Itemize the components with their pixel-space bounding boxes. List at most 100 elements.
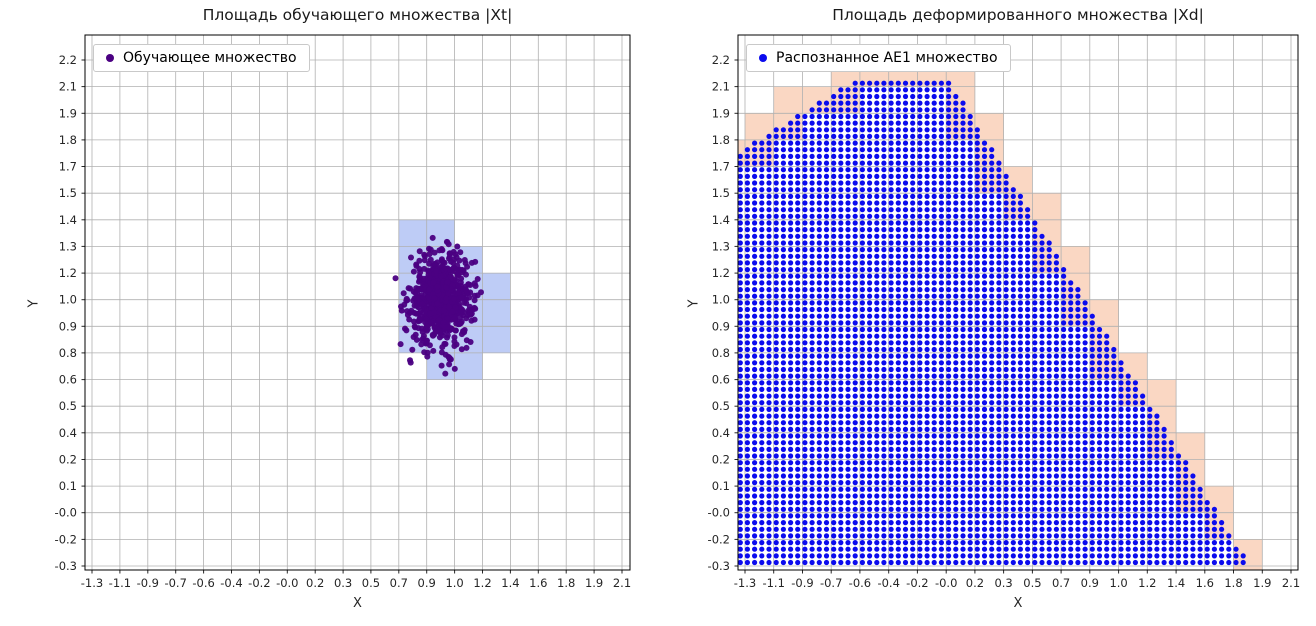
svg-text:0.4: 0.4 [712,426,730,440]
svg-text:0.1: 0.1 [712,479,730,493]
legend-right: Распознанное AE1 множество [746,44,1011,72]
svg-text:0.9: 0.9 [712,319,730,333]
svg-text:-0.6: -0.6 [849,576,871,590]
svg-text:-0.9: -0.9 [137,576,159,590]
svg-text:-1.1: -1.1 [762,576,784,590]
y-axis-label-right: Y [686,299,702,308]
tick-labels: -1.3 2.2 -1.1 2.1 -0.9 1.9 -0.7 1.8 -0.6 1.7 -0.4 1… [708,53,1301,590]
svg-text:0.5: 0.5 [1023,576,1041,590]
svg-text:1.9: 1.9 [59,106,77,120]
svg-text:1.8: 1.8 [557,576,575,590]
svg-text:0.6: 0.6 [59,373,77,387]
svg-text:-0.4: -0.4 [877,576,899,590]
svg-text:-0.0: -0.0 [935,576,957,590]
grid-lines [85,35,630,570]
training-set-plot-canvas: -1.3 2.2 -1.1 2.1 -0.9 1.9 -0.7 1.8 -0.6 1.7 -0.4 1… [55,34,632,590]
svg-text:2.1: 2.1 [1282,576,1300,590]
svg-text:0.5: 0.5 [59,399,77,413]
svg-text:-0.2: -0.2 [708,532,730,546]
svg-text:-1.3: -1.3 [734,576,756,590]
svg-text:1.7: 1.7 [712,160,730,174]
svg-text:-0.4: -0.4 [220,576,242,590]
svg-text:0.3: 0.3 [334,576,352,590]
svg-text:-0.0: -0.0 [55,506,77,520]
svg-text:0.5: 0.5 [362,576,380,590]
training-set-chart: -1.3 2.2 -1.1 2.1 -0.9 1.9 -0.7 1.8 -0.6 1.7 -0.4 1… [26,6,632,611]
svg-text:1.0: 1.0 [712,293,730,307]
svg-text:1.6: 1.6 [1196,576,1214,590]
svg-text:0.2: 0.2 [712,453,730,467]
svg-text:0.7: 0.7 [390,576,408,590]
svg-text:1.5: 1.5 [59,186,77,200]
svg-text:1.0: 1.0 [445,576,463,590]
chart-title-right: Площадь деформированного множества |Xd| [832,6,1204,24]
svg-text:1.2: 1.2 [712,266,730,280]
deformed-set-plot-canvas: -1.3 2.2 -1.1 2.1 -0.9 1.9 -0.7 1.8 -0.6 1.7 -0.4 1… [708,34,1301,590]
svg-text:1.4: 1.4 [501,576,519,590]
svg-text:-1.1: -1.1 [109,576,131,590]
svg-text:-0.2: -0.2 [55,532,77,546]
svg-text:0.1: 0.1 [59,479,77,493]
svg-text:2.2: 2.2 [712,53,730,67]
legend-label-right: Распознанное AE1 множество [776,50,998,66]
legend-marker-icon [106,54,114,62]
svg-text:1.8: 1.8 [1224,576,1242,590]
svg-text:-0.6: -0.6 [192,576,214,590]
deformed-set-chart: -1.3 2.2 -1.1 2.1 -0.9 1.9 -0.7 1.8 -0.6 1.7 -0.4 1… [658,0,1316,626]
tick-marks [734,59,1292,574]
svg-text:2.1: 2.1 [712,80,730,94]
svg-text:2.1: 2.1 [59,80,77,94]
svg-text:1.9: 1.9 [585,576,603,590]
svg-text:0.5: 0.5 [712,399,730,413]
svg-text:1.6: 1.6 [529,576,547,590]
svg-text:-0.9: -0.9 [791,576,813,590]
svg-text:0.8: 0.8 [712,346,730,360]
svg-text:2.2: 2.2 [59,53,77,67]
svg-text:2.1: 2.1 [613,576,631,590]
svg-text:0.2: 0.2 [306,576,324,590]
svg-text:1.3: 1.3 [712,239,730,253]
x-axis-label-left: X [353,596,362,611]
svg-text:1.0: 1.0 [59,293,77,307]
svg-text:0.9: 0.9 [418,576,436,590]
svg-text:0.2: 0.2 [59,453,77,467]
legend-left: Обучающее множество [93,44,310,72]
svg-text:1.4: 1.4 [59,213,77,227]
legend-marker-icon [759,54,767,62]
svg-text:0.3: 0.3 [994,576,1012,590]
svg-text:0.4: 0.4 [59,426,77,440]
svg-text:0.7: 0.7 [1052,576,1070,590]
chart-title-left: Площадь обучающего множества |Xt| [202,6,513,24]
svg-text:0.9: 0.9 [59,319,77,333]
tick-marks [81,59,623,574]
svg-text:-0.2: -0.2 [906,576,928,590]
svg-text:0.2: 0.2 [966,576,984,590]
svg-text:1.8: 1.8 [712,133,730,147]
legend-label-left: Обучающее множество [123,50,297,66]
svg-text:1.9: 1.9 [1253,576,1271,590]
svg-text:1.2: 1.2 [473,576,491,590]
svg-text:1.2: 1.2 [59,266,77,280]
y-axis-label-left: Y [26,299,42,308]
svg-text:1.3: 1.3 [59,239,77,253]
svg-text:1.0: 1.0 [1109,576,1127,590]
svg-text:-0.3: -0.3 [708,559,730,573]
svg-text:1.7: 1.7 [59,160,77,174]
svg-text:-0.0: -0.0 [708,506,730,520]
svg-text:0.9: 0.9 [1081,576,1099,590]
svg-text:1.2: 1.2 [1138,576,1156,590]
svg-text:1.4: 1.4 [712,213,730,227]
svg-text:-0.3: -0.3 [55,559,77,573]
svg-text:1.8: 1.8 [59,133,77,147]
tick-labels: -1.3 2.2 -1.1 2.1 -0.9 1.9 -0.7 1.8 -0.6 1.7 -0.4 1… [55,53,632,590]
recognized-points [737,80,1246,566]
x-axis-label-right: X [1013,596,1023,611]
svg-text:0.8: 0.8 [59,346,77,360]
svg-text:-0.7: -0.7 [164,576,186,590]
svg-text:1.9: 1.9 [712,106,730,120]
svg-text:-1.3: -1.3 [81,576,103,590]
svg-text:-0.0: -0.0 [276,576,298,590]
svg-text:0.6: 0.6 [712,373,730,387]
training-points [392,234,484,377]
